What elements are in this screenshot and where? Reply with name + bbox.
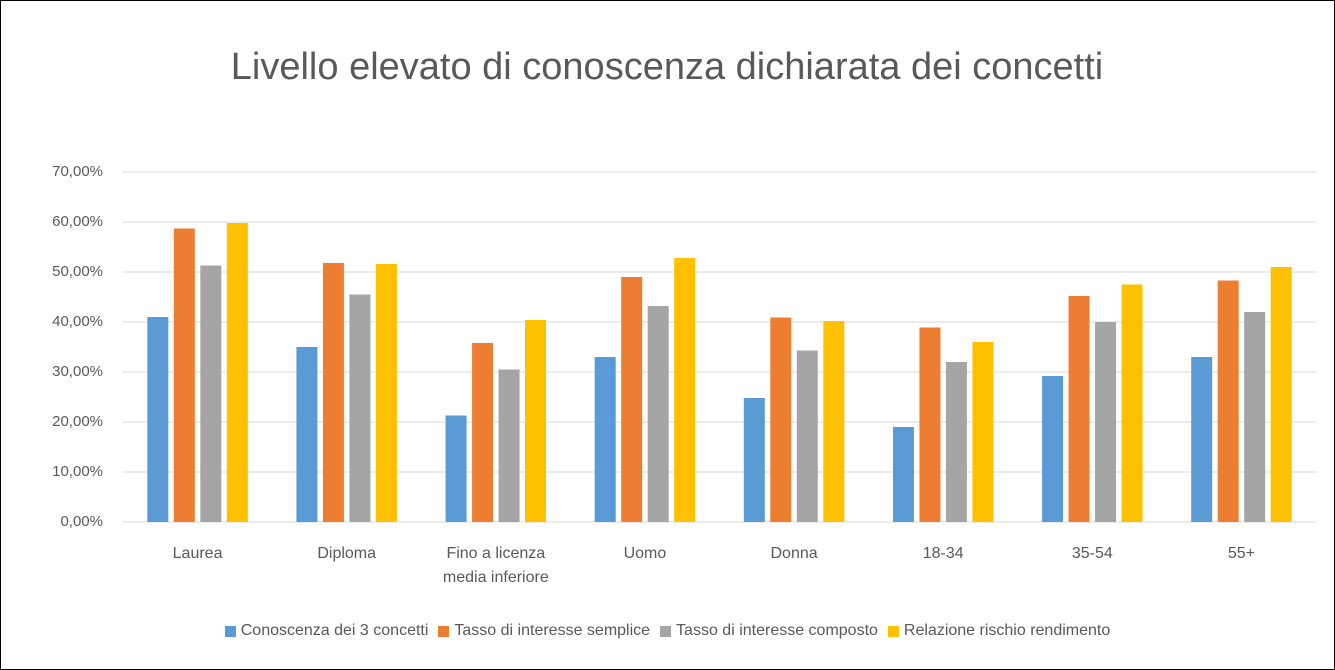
y-tick-label: 70,00%	[52, 163, 103, 180]
bar	[173, 228, 195, 522]
y-tick-label: 60,00%	[52, 213, 103, 230]
legend-label: Conoscenza dei 3 concetti	[240, 622, 429, 639]
legend-swatch	[438, 625, 450, 637]
bar	[296, 347, 318, 522]
bar	[445, 415, 467, 522]
legend-label: Tasso di interesse composto	[676, 622, 878, 639]
bar	[743, 398, 765, 522]
bar	[594, 357, 616, 522]
legend-swatch	[224, 625, 236, 637]
bar	[796, 350, 818, 522]
bar	[945, 362, 967, 522]
bar	[147, 317, 169, 522]
x-tick-label: Laurea	[172, 545, 223, 562]
x-tick-label: Donna	[770, 545, 818, 562]
chart-title: Livello elevato di conoscenza dichiarata…	[231, 46, 1103, 88]
legend-swatch	[887, 625, 899, 637]
legend-item: Conoscenza dei 3 concetti	[224, 622, 429, 640]
bar	[1042, 376, 1064, 522]
legend: Conoscenza dei 3 concetti Tasso di intere…	[1, 622, 1334, 640]
legend-label: Relazione rischio rendimento	[903, 622, 1111, 639]
bar	[200, 265, 222, 522]
bar	[322, 263, 344, 522]
bar	[647, 306, 669, 522]
y-tick-label: 40,00%	[52, 313, 103, 330]
x-tick-label: Fino a licenza media inferiore	[442, 545, 549, 586]
x-tick-label: Uomo	[623, 545, 667, 562]
bar	[1191, 357, 1213, 522]
legend-label: Tasso di interesse semplice	[454, 622, 651, 639]
bar	[674, 258, 696, 522]
x-tick-label: 35-54	[1071, 545, 1113, 562]
x-tick-label: Diploma	[317, 545, 377, 562]
bar	[972, 342, 994, 522]
bar	[1270, 267, 1292, 522]
y-tick-label: 30,00%	[52, 363, 103, 380]
bar	[525, 320, 547, 522]
bar	[1244, 312, 1266, 522]
x-tick-label: 55+	[1227, 545, 1255, 562]
bar	[498, 369, 520, 522]
legend-item: Tasso di interesse semplice	[438, 622, 650, 640]
bar	[621, 277, 643, 522]
bar	[1068, 296, 1090, 522]
bar	[1095, 322, 1117, 522]
bar	[1217, 280, 1239, 522]
bar	[892, 427, 914, 522]
bar	[472, 343, 494, 522]
legend-item: Relazione rischio rendimento	[887, 622, 1111, 640]
bar	[919, 327, 941, 522]
legend-item: Tasso di interesse composto	[660, 622, 878, 640]
bar	[226, 223, 248, 522]
bar	[823, 321, 845, 522]
bar	[349, 294, 371, 522]
legend-swatch	[660, 625, 672, 637]
x-tick-label: 18-34	[922, 545, 964, 562]
bar	[770, 317, 792, 522]
bar	[375, 264, 397, 522]
y-tick-label: 20,00%	[52, 413, 103, 430]
bar	[1121, 284, 1143, 522]
y-tick-label: 0,00%	[60, 513, 103, 530]
y-tick-label: 10,00%	[52, 463, 103, 480]
y-tick-label: 50,00%	[52, 263, 103, 280]
